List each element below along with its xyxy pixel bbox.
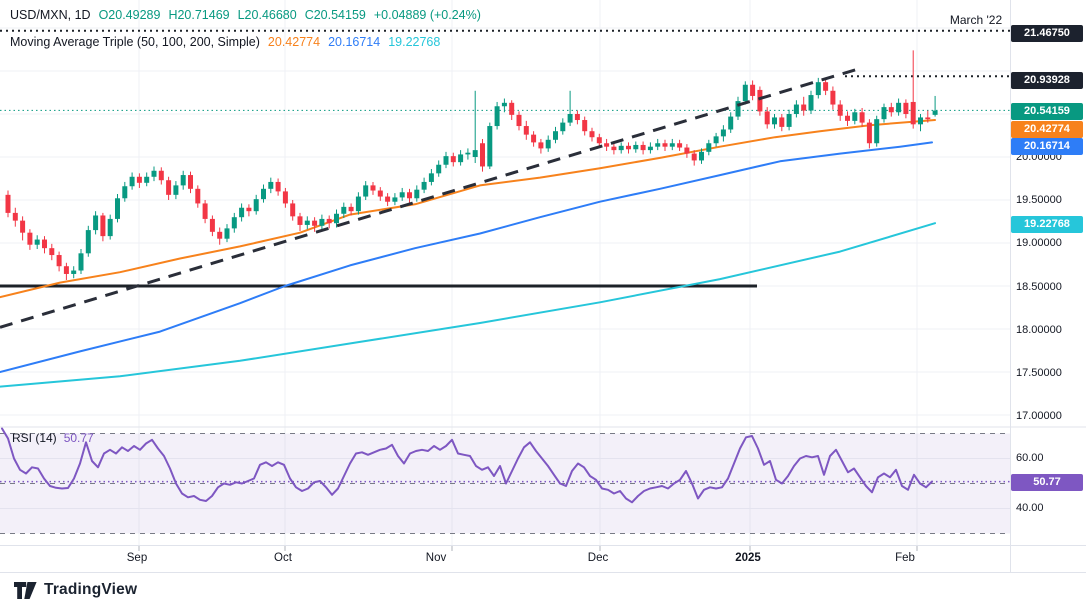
ma100-value: 20.16714 (328, 35, 381, 49)
symbol-title[interactable]: USD/MXN, 1D (10, 8, 91, 22)
rsi-axis-label: 60.00 (1016, 452, 1044, 464)
price-axis-badge-blue: 20.16714 (1011, 137, 1083, 155)
rsi-indicator-legend: RSI (14) 50.77 (12, 431, 94, 445)
symbol-legend: USD/MXN, 1D O20.49289 H20.71469 L20.4668… (10, 8, 481, 22)
time-axis-label-2025: 2025 (735, 552, 761, 564)
ma50-value: 20.42774 (267, 35, 321, 49)
time-axis-label-nov: Nov (425, 552, 447, 564)
price-axis-label: 17.00000 (1016, 410, 1062, 422)
price-axis-badge-dark: 20.93928 (1011, 71, 1083, 89)
price-axis-badge-teal: 20.54159 (1011, 102, 1083, 120)
tradingview-logo-icon (14, 581, 37, 599)
ma-indicator-legend: Moving Average Triple (50, 100, 200, Sim… (10, 35, 440, 49)
price-axis-label: 19.00000 (1016, 237, 1062, 249)
ma200-value: 19.22768 (388, 35, 441, 49)
ohlc-change: +0.04889 (+0.24%) (373, 8, 481, 22)
tradingview-logo-text: TradingView (44, 581, 138, 598)
ohlc-open: O20.49289 (98, 8, 161, 22)
ohlc-high: H20.71469 (168, 8, 230, 22)
price-axis-label: 18.00000 (1016, 324, 1062, 336)
price-axis-badge-orange: 20.42774 (1011, 120, 1083, 138)
price-axis-badge-dark: 21.46750 (1011, 24, 1083, 42)
price-axis-badge-cyan: 19.22768 (1011, 215, 1083, 233)
ma200-line (0, 222, 936, 388)
time-axis-label-feb: Feb (895, 552, 915, 564)
ma50-line (0, 119, 936, 299)
trendline (0, 66, 861, 329)
price-axis-label: 17.50000 (1016, 367, 1062, 379)
rsi-axis-label: 40.00 (1016, 502, 1044, 514)
rsi-line (1, 427, 933, 504)
ma100-line (0, 141, 933, 373)
ohlc-close: C20.54159 (304, 8, 366, 22)
rsi-indicator-title[interactable]: RSI (14) (12, 431, 57, 445)
price-axis-label: 18.50000 (1016, 281, 1062, 293)
march-22-annotation: March '22 (949, 13, 1003, 27)
candles-series (5, 50, 938, 280)
time-axis-label-sep: Sep (126, 552, 148, 564)
tradingview-logo[interactable]: TradingView (14, 581, 137, 599)
ma-indicator-title[interactable]: Moving Average Triple (50, 100, 200, Sim… (10, 35, 260, 49)
ohlc-low: L20.46680 (237, 8, 297, 22)
price-axis-label: 19.50000 (1016, 194, 1062, 206)
time-axis-label-dec: Dec (587, 552, 609, 564)
rsi-axis-badge-purple: 50.77 (1011, 473, 1083, 491)
rsi-value: 50.77 (63, 431, 94, 445)
time-axis-label-oct: Oct (274, 552, 292, 564)
